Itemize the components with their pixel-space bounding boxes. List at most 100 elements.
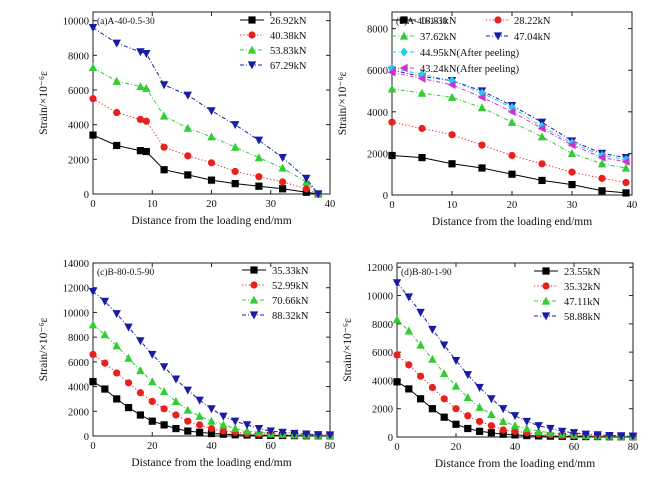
legend-label: 28.22kN	[514, 16, 551, 27]
data-point	[89, 378, 97, 386]
data-point	[428, 405, 436, 413]
x-tick-label: 40	[510, 442, 521, 453]
data-point	[290, 429, 299, 438]
data-point	[451, 381, 461, 390]
data-point	[405, 361, 413, 369]
data-point	[392, 315, 402, 324]
data-point	[231, 180, 239, 188]
data-point	[112, 76, 121, 85]
legend-label: 43.24kN(After peeling)	[420, 64, 520, 75]
chart-panel-3: 0 20 40 60 80 0 2000 4000 6000 8000 10000 12000 1400…	[38, 259, 335, 469]
data-point	[207, 429, 216, 438]
data-point	[478, 141, 486, 149]
legend-label: 58.88kN	[564, 312, 601, 323]
data-point	[405, 385, 413, 393]
data-point	[207, 416, 216, 425]
data-point	[448, 160, 456, 168]
data-point	[507, 107, 516, 117]
data-point	[88, 24, 98, 32]
data-point	[508, 151, 516, 160]
data-point	[302, 174, 311, 183]
legend-label: 88.32kN	[272, 311, 309, 322]
x-tick-label: 20	[507, 200, 518, 211]
legend-marker	[542, 282, 550, 290]
y-axis-label: Strain/×10⁻⁶ε	[38, 71, 50, 135]
legend-label: 26.92kN	[270, 16, 307, 27]
data-point	[404, 326, 413, 335]
data-point	[113, 395, 121, 403]
data-point	[171, 397, 181, 405]
data-point	[628, 432, 638, 441]
legend-marker	[494, 16, 502, 24]
series-2	[89, 95, 322, 198]
data-point	[567, 149, 577, 158]
series-line	[396, 319, 634, 437]
data-point	[231, 142, 240, 151]
y-axis-label: Strain/×10⁻⁶ε	[337, 72, 349, 136]
data-point	[183, 123, 192, 132]
series-4	[88, 24, 323, 199]
series-line	[391, 121, 627, 183]
y-tick-label: 4000	[68, 121, 89, 132]
legend: 18.81kN 28.22kN 37.62kN 47.04kN 44.95kN(Afte…	[392, 16, 551, 75]
data-point	[534, 422, 543, 431]
x-axis-label: Distance from the loading end/mm	[131, 457, 291, 469]
data-point	[418, 153, 426, 162]
data-point	[428, 354, 437, 363]
data-point	[538, 160, 546, 168]
y-tick-label: 4000	[372, 376, 393, 387]
data-point	[219, 412, 228, 421]
series-6	[387, 68, 630, 166]
x-tick-label: 60	[266, 441, 277, 452]
series-4	[88, 287, 335, 440]
y-tick-label: 6000	[68, 358, 89, 369]
x-tick-label: 0	[394, 442, 399, 453]
y-tick-label: 6000	[372, 348, 393, 359]
data-point	[499, 430, 507, 438]
data-point	[499, 405, 508, 414]
legend-marker	[399, 63, 408, 73]
x-tick-label: 10	[447, 200, 458, 211]
data-point	[325, 431, 335, 440]
x-tick-label: 40	[206, 441, 217, 452]
data-point	[475, 402, 484, 411]
data-point	[254, 136, 264, 145]
data-point	[171, 375, 181, 384]
data-point	[184, 171, 192, 179]
data-point	[183, 386, 192, 395]
data-point	[159, 81, 169, 90]
legend-marker	[400, 47, 408, 57]
data-point	[112, 39, 121, 48]
legend-label: 53.83kN	[270, 46, 307, 57]
data-point	[440, 413, 448, 421]
data-point	[172, 411, 180, 419]
series-2	[388, 118, 630, 187]
data-point	[254, 424, 264, 433]
data-point	[242, 426, 252, 435]
data-point	[567, 140, 576, 150]
y-tick-label: 0	[84, 432, 89, 443]
data-point	[452, 405, 460, 413]
y-tick-label: 4000	[68, 383, 89, 394]
data-point	[487, 422, 495, 430]
data-point	[184, 417, 192, 425]
series-line	[391, 67, 627, 161]
y-tick-label: 6000	[68, 86, 89, 97]
x-axis-label: Distance from the loading end/mm	[435, 458, 595, 470]
data-point	[440, 395, 448, 403]
x-tick-label: 80	[325, 441, 336, 452]
data-point	[231, 417, 240, 426]
x-axis-label: Distance from the loading end/mm	[432, 216, 592, 228]
legend-label: 47.04kN	[514, 32, 551, 43]
legend-marker	[493, 32, 503, 41]
data-point	[142, 147, 150, 156]
data-point	[416, 340, 425, 349]
legend-marker	[399, 31, 409, 40]
data-point	[101, 359, 109, 367]
data-point	[417, 372, 425, 380]
data-point	[88, 287, 98, 296]
series-3	[88, 63, 323, 198]
data-point	[417, 74, 426, 83]
data-point	[142, 83, 151, 92]
